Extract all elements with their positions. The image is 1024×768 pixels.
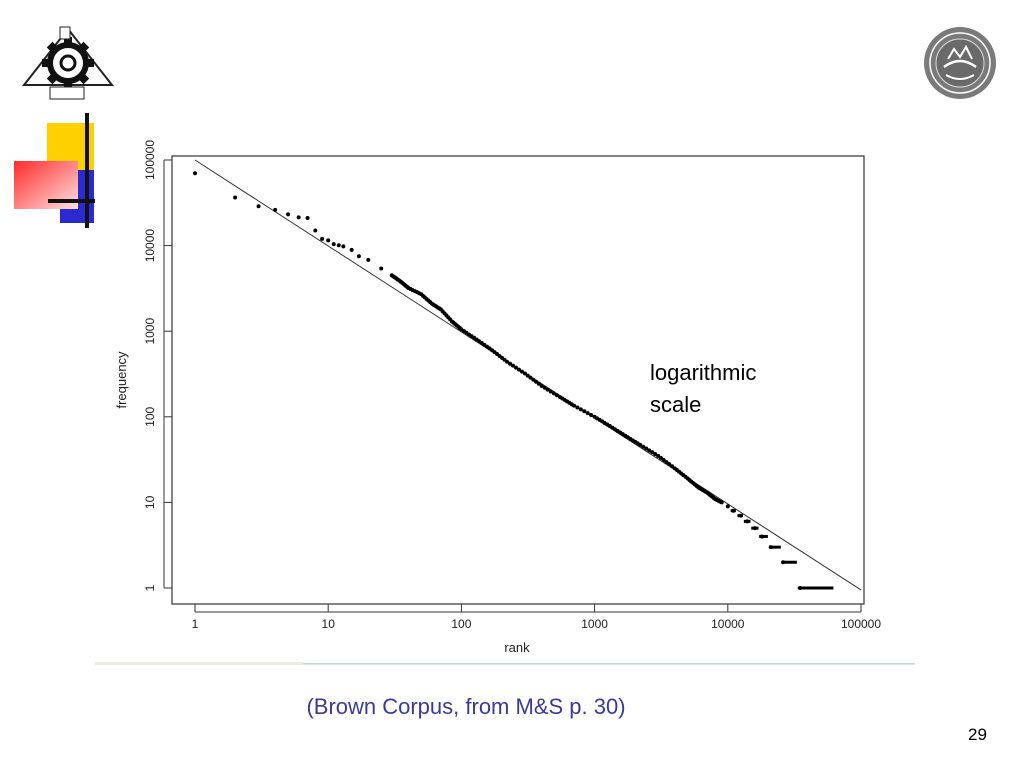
data-point — [417, 291, 422, 296]
data-point — [664, 460, 669, 465]
data-point — [683, 474, 688, 479]
data-point — [525, 373, 530, 378]
x-tick-label: 10 — [322, 617, 336, 631]
data-point — [554, 393, 559, 398]
data-point — [575, 405, 580, 410]
data-point — [502, 357, 507, 362]
y-tick-label: 1000 — [143, 318, 157, 345]
log-scale-annotation: logarithmic scale — [650, 360, 757, 417]
data-point — [273, 207, 278, 212]
data-point — [356, 254, 361, 259]
data-point — [487, 346, 492, 351]
data-point — [405, 284, 410, 289]
data-point — [578, 407, 583, 412]
data-point — [341, 244, 346, 249]
x-tick-label: 1 — [192, 617, 199, 631]
data-point — [548, 389, 553, 394]
source-caption: (Brown Corpus, from M&S p. 30) — [0, 694, 1024, 720]
data-point — [644, 446, 649, 451]
data-point — [326, 238, 331, 243]
x-axis-title: rank — [504, 640, 530, 655]
data-point — [650, 450, 655, 455]
data-point — [589, 412, 594, 417]
data-point — [513, 365, 518, 370]
data-point — [539, 383, 544, 388]
data-point — [605, 422, 610, 427]
plot-area: 1 10 100 1000 10000 100000 1 10 100 1000 10000 1000… — [114, 140, 881, 655]
data-point — [286, 212, 291, 217]
caption-text: (Brown Corpus, from M&S p. 30) — [306, 694, 626, 719]
data-point — [545, 387, 550, 392]
data-point — [661, 457, 666, 462]
data-point — [551, 391, 556, 396]
data-point — [528, 375, 533, 380]
data-point — [305, 216, 310, 221]
data-point — [585, 411, 590, 416]
data-point — [536, 381, 541, 386]
data-point — [667, 462, 672, 467]
y-tick-label: 10 — [143, 495, 157, 509]
data-point — [653, 452, 658, 457]
data-point — [516, 367, 521, 372]
data-point — [569, 402, 574, 407]
data-point — [522, 371, 527, 376]
data-point — [313, 228, 318, 233]
y-tick-label: 10000 — [143, 229, 157, 263]
y-tick-label: 100 — [143, 406, 157, 426]
plot-frame — [171, 155, 865, 605]
data-point — [320, 236, 325, 241]
data-point — [366, 257, 371, 262]
data-point — [694, 483, 699, 488]
data-point — [510, 363, 515, 368]
data-point — [379, 266, 384, 271]
data-point — [725, 504, 730, 509]
data-point — [256, 204, 261, 209]
data-point — [397, 278, 402, 283]
data-point — [193, 171, 197, 176]
data-point — [448, 317, 453, 322]
university-of-tehran-seal-icon — [924, 27, 996, 99]
data-point — [542, 385, 547, 390]
data-point — [656, 453, 661, 458]
data-point — [670, 464, 675, 469]
data-point — [531, 377, 536, 382]
data-point — [331, 242, 336, 247]
data-point — [457, 326, 462, 331]
data-point — [718, 499, 723, 504]
x-tick-label: 1000 — [581, 617, 608, 631]
x-tick-label: 100 — [451, 617, 471, 631]
data-point — [641, 444, 646, 449]
data-point — [428, 300, 433, 305]
data-point — [620, 432, 625, 437]
data-point — [519, 369, 524, 374]
data-point — [658, 455, 663, 460]
horizontal-divider — [95, 662, 915, 666]
university-gear-emblem-icon — [21, 26, 115, 100]
data-point — [647, 448, 652, 453]
data-point — [508, 361, 513, 366]
data-point — [582, 409, 587, 414]
data-point — [534, 379, 539, 384]
x-tick-label: 10000 — [711, 617, 745, 631]
data-point — [635, 441, 640, 446]
y-tick-label: 1 — [143, 584, 157, 591]
page-number: 29 — [968, 725, 987, 744]
x-tick-label: 100000 — [841, 617, 881, 631]
data-point — [472, 335, 477, 340]
data-point — [233, 195, 238, 200]
decorative-squares-graphic — [14, 113, 95, 228]
data-point — [296, 215, 301, 220]
data-point — [437, 306, 442, 311]
data-point — [336, 243, 341, 248]
data-point — [349, 247, 354, 252]
y-tick-label: 100000 — [143, 140, 157, 180]
y-axis-title: frequency — [114, 351, 129, 409]
